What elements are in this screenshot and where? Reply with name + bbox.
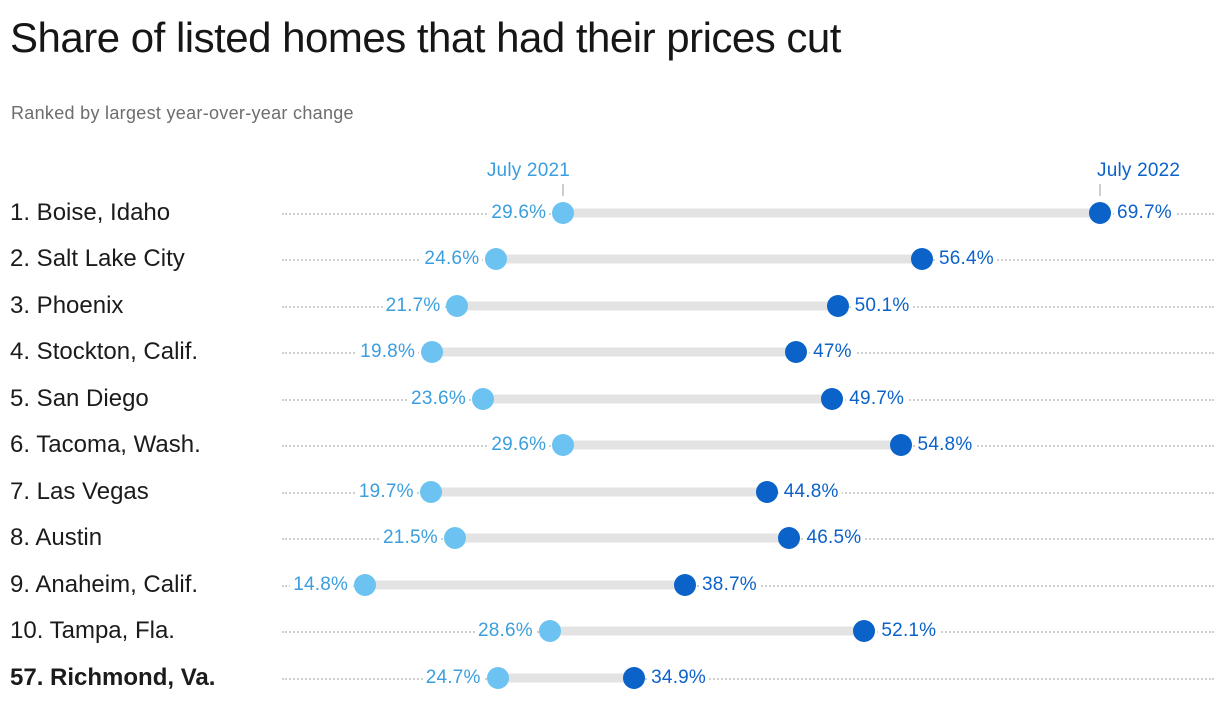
connector-bar (430, 487, 767, 497)
chart-row: 21.5% 46.5% 8. Austin (0, 515, 1220, 561)
connector-bar (432, 347, 797, 357)
value-label-2022: 44.8% (780, 479, 842, 504)
dot-july-2021 (421, 341, 444, 364)
chart-row: 24.7% 34.9% 57. Richmond, Va. (0, 655, 1220, 701)
row-label: 9. Anaheim, Calif. (10, 570, 199, 598)
chart-row: 29.6% 54.8% 6. Tacoma, Wash. (0, 422, 1220, 468)
row-label: 57. Richmond, Va. (10, 663, 216, 691)
value-label-2022: 38.7% (699, 572, 760, 597)
chart-row: 19.8% 47% 4. Stockton, Calif. (0, 329, 1220, 375)
connector-bar (563, 440, 901, 450)
row-label: 8. Austin (10, 524, 103, 552)
row-dotted-line (282, 677, 1214, 680)
row-label: 2. Salt Lake City (10, 245, 185, 273)
row-label: 7. Las Vegas (10, 477, 149, 505)
value-label-2021: 14.8% (290, 572, 352, 597)
value-label-2021: 21.5% (379, 526, 441, 551)
row-label: 1. Boise, Idaho (10, 199, 171, 226)
dot-july-2022 (623, 666, 646, 689)
value-label-2021: 24.6% (421, 247, 483, 272)
dot-july-2022 (821, 387, 844, 410)
dot-july-2021 (552, 202, 575, 224)
value-label-2021: 29.6% (488, 433, 550, 458)
connector-bar (365, 580, 686, 590)
dot-july-2022 (1089, 202, 1111, 224)
dot-july-2021 (486, 666, 509, 689)
value-label-2022: 34.9% (648, 665, 710, 690)
legend-tick-2021 (562, 184, 564, 196)
chart-row: 29.6% 69.7% 1. Boise, Idaho (0, 190, 1220, 236)
value-label-2021: 28.6% (474, 619, 536, 644)
value-label-2021: 19.7% (355, 479, 417, 504)
value-label-2022: 47% (810, 340, 855, 365)
connector-bar (482, 394, 833, 404)
dot-july-2021 (552, 434, 575, 457)
connector-bar (496, 254, 922, 264)
row-label: 3. Phoenix (10, 291, 124, 319)
value-label-2021: 21.7% (382, 293, 444, 318)
connector-bar (457, 301, 838, 311)
row-label: 5. San Diego (10, 384, 149, 412)
dot-july-2021 (419, 480, 442, 503)
row-label: 4. Stockton, Calif. (10, 338, 199, 366)
dot-july-2022 (755, 480, 778, 503)
chart-subtitle: Ranked by largest year-over-year change (11, 103, 354, 123)
value-label-2022: 50.1% (851, 293, 913, 318)
chart-row: 14.8% 38.7% 9. Anaheim, Calif. (0, 562, 1220, 608)
legend-tick-2022 (1099, 184, 1101, 196)
chart-row: 28.6% 52.1% 10. Tampa, Fla. (0, 608, 1220, 654)
dot-july-2022 (889, 434, 912, 457)
dot-july-2022 (785, 341, 808, 364)
chart-title: Share of listed homes that had their pri… (10, 14, 841, 61)
dot-july-2022 (910, 248, 933, 271)
connector-bar (497, 673, 635, 682)
dot-july-2022 (674, 573, 697, 596)
dot-july-2021 (446, 294, 469, 317)
dot-july-2021 (443, 527, 466, 550)
row-label: 6. Tacoma, Wash. (10, 431, 201, 459)
value-label-2022: 56.4% (935, 247, 997, 272)
row-label: 10. Tampa, Fla. (10, 617, 175, 645)
dot-july-2022 (826, 294, 849, 317)
dot-july-2021 (485, 248, 508, 271)
connector-bar (549, 626, 865, 636)
dot-july-2021 (354, 573, 377, 596)
legend-july-2022: July 2022 (1097, 160, 1181, 181)
value-label-2022: 69.7% (1114, 201, 1175, 225)
value-label-2021: 19.8% (357, 340, 419, 365)
chart-row: 23.6% 49.7% 5. San Diego (0, 376, 1220, 422)
value-label-2021: 24.7% (422, 665, 484, 690)
dot-july-2022 (778, 527, 801, 550)
value-label-2021: 29.6% (488, 201, 550, 225)
legend-july-2021: July 2021 (486, 160, 570, 181)
chart-row: 21.7% 50.1% 3. Phoenix (0, 283, 1220, 329)
value-label-2022: 52.1% (878, 619, 940, 644)
value-label-2022: 49.7% (846, 386, 908, 411)
dot-july-2022 (853, 620, 876, 643)
dot-july-2021 (471, 387, 494, 410)
value-label-2021: 23.6% (408, 386, 469, 411)
chart-row: 24.6% 56.4% 2. Salt Lake City (0, 236, 1220, 282)
value-label-2022: 54.8% (914, 433, 976, 458)
connector-bar (563, 208, 1100, 218)
chart-row: 19.7% 44.8% 7. Las Vegas (0, 469, 1220, 515)
value-label-2022: 46.5% (803, 526, 865, 551)
dot-july-2021 (538, 620, 561, 643)
connector-bar (454, 533, 790, 543)
